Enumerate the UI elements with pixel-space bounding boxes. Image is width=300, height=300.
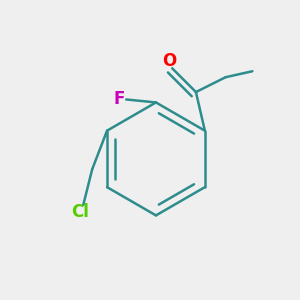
Text: O: O — [162, 52, 176, 70]
Text: F: F — [113, 91, 124, 109]
Text: Cl: Cl — [71, 203, 89, 221]
